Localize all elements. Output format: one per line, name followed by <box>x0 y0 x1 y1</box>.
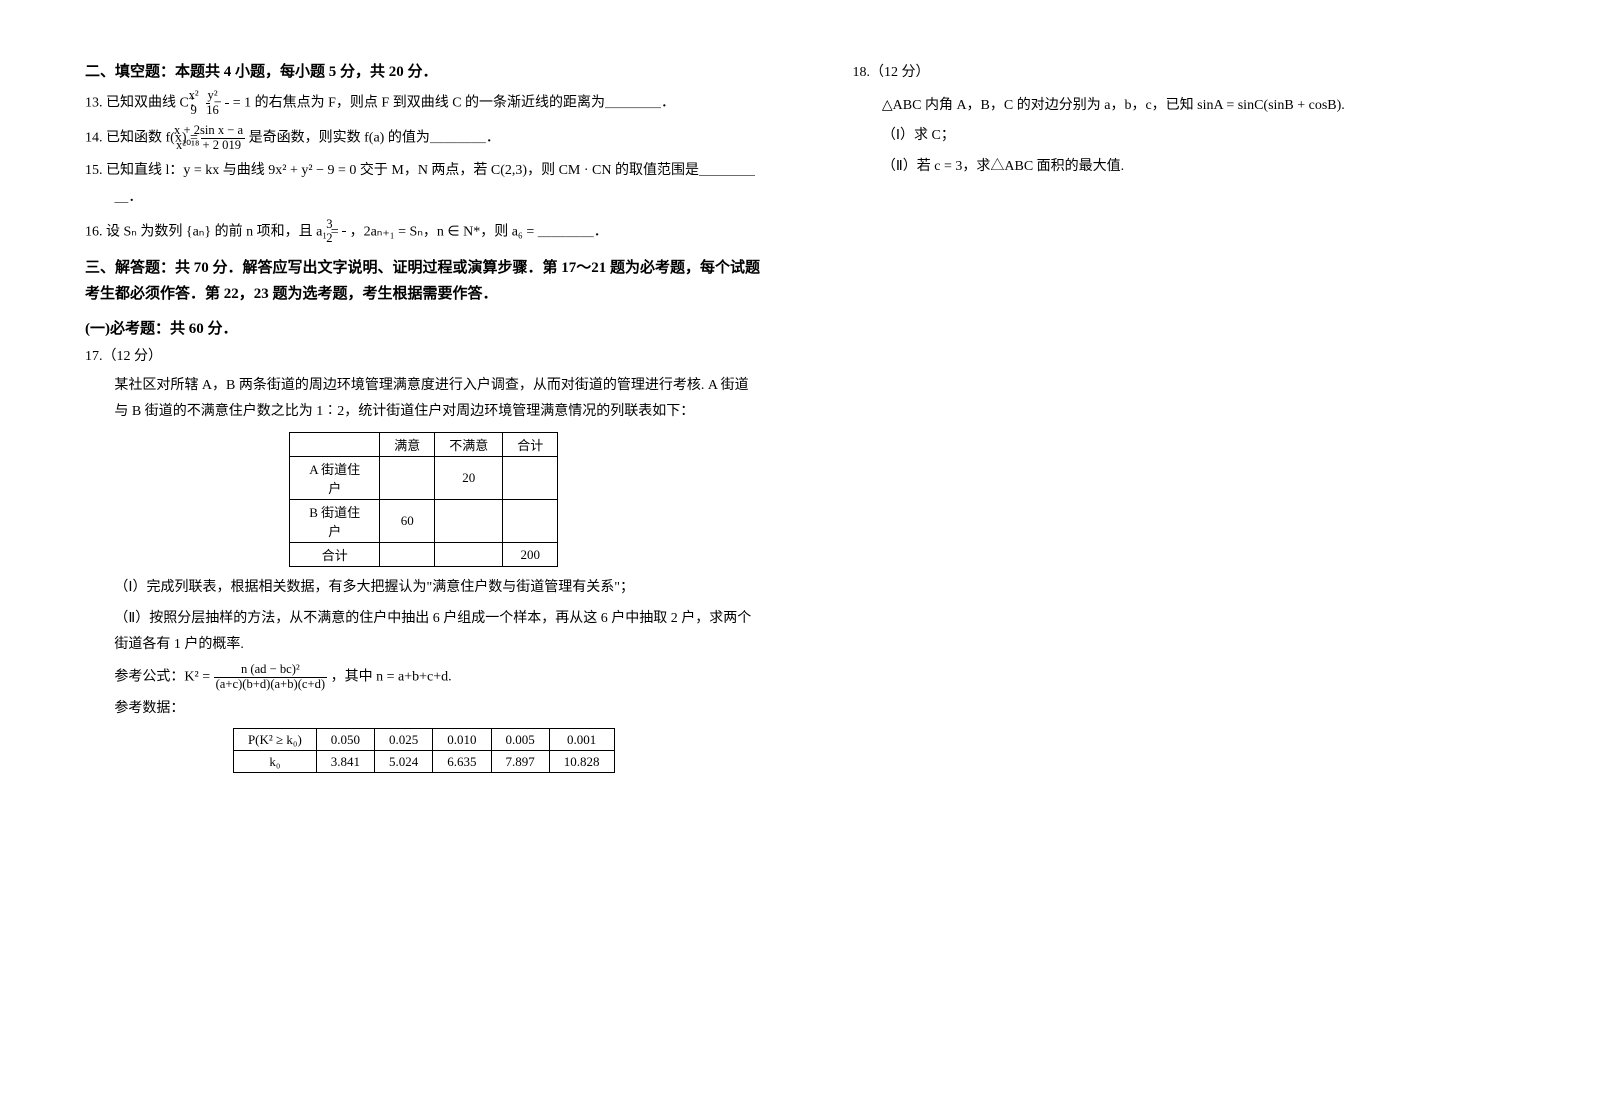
q13-frac2-den: 16 <box>225 104 229 118</box>
k2-den: (a+c)(b+d)(a+b)(c+d) <box>214 678 328 692</box>
cell: A 街道住户 <box>290 457 380 500</box>
q13-text-pre: 13. 已知双曲线 C： <box>85 96 203 111</box>
q17-ref: 参考数据： <box>85 696 763 723</box>
q14-tail: 是奇函数，则实数 f(a) 的值为＿＿＿＿． <box>249 130 500 145</box>
q13-tail: = 1 的右焦点为 F，则点 F 到双曲线 C 的一条渐近线的距离为＿＿＿＿． <box>233 96 675 111</box>
cell <box>503 500 558 543</box>
q14-frac-den: x²⁰¹⁸ + 2 019 <box>201 139 245 153</box>
q18-part1: （Ⅰ）求 C； <box>853 123 1531 150</box>
q14-frac: x + 2sin x − a x²⁰¹⁸ + 2 019 <box>201 124 245 153</box>
chi-square-table: P(K² ≥ k₀) 0.050 0.025 0.010 0.005 0.001… <box>233 728 615 773</box>
question-18-head: 18.（12 分） <box>853 60 1531 87</box>
k2-num: n (ad − bc)² <box>214 663 328 678</box>
table-row: 满意 不满意 合计 <box>290 433 558 457</box>
cell <box>435 500 503 543</box>
q16-frac-num: 3 <box>342 218 346 233</box>
cell <box>290 433 380 457</box>
cell: 10.828 <box>549 751 614 773</box>
cell: 60 <box>380 500 435 543</box>
question-13: 13. 已知双曲线 C： x² 9 − y² 16 = 1 的右焦点为 F，则点… <box>85 89 763 118</box>
formula-pre: 参考公式：K² = <box>114 669 213 684</box>
q16-frac: 3 2 <box>342 218 346 247</box>
table-row: 合计 200 <box>290 543 558 567</box>
section3-heading: 三、解答题：共 70 分．解答应写出文字说明、证明过程或演算步骤．第 17～21… <box>85 256 763 307</box>
cell <box>503 457 558 500</box>
cell: 0.010 <box>433 729 491 751</box>
question-15: 15. 已知直线 l：y = kx 与曲线 9x² + y² − 9 = 0 交… <box>85 158 763 211</box>
q18-paragraph-1: △ABC 内角 A，B，C 的对边分别为 a，b，c，已知 sinA = sin… <box>853 93 1531 120</box>
q17-part2: （Ⅱ）按照分层抽样的方法，从不满意的住户中抽出 6 户组成一个样本，再从这 6 … <box>85 606 763 659</box>
question-17-head: 17.（12 分） <box>85 344 763 371</box>
question-14: 14. 已知函数 f(x) = x + 2sin x − a x²⁰¹⁸ + 2… <box>85 124 763 153</box>
q16-frac-den: 2 <box>342 232 346 246</box>
q18-part2: （Ⅱ）若 c = 3，求△ABC 面积的最大值. <box>853 154 1531 181</box>
q16-tail: ，2aₙ₊₁ = Sₙ，n ∈ N*，则 a₆ = ＿＿＿＿． <box>350 224 608 239</box>
cell <box>380 543 435 567</box>
question-16: 16. 设 Sₙ 为数列 {aₙ} 的前 n 项和，且 a₁ = 3 2 ，2a… <box>85 218 763 247</box>
cell: 满意 <box>380 433 435 457</box>
cell: k₀ <box>233 751 316 773</box>
cell: 不满意 <box>435 433 503 457</box>
cell: 5.024 <box>375 751 433 773</box>
table-row: P(K² ≥ k₀) 0.050 0.025 0.010 0.005 0.001 <box>233 729 614 751</box>
k2-frac: n (ad − bc)² (a+c)(b+d)(a+b)(c+d) <box>214 663 328 692</box>
cell: 200 <box>503 543 558 567</box>
q17-part1: （Ⅰ）完成列联表，根据相关数据，有多大把握认为"满意住户数与街道管理有关系"； <box>85 575 763 602</box>
cell: 0.001 <box>549 729 614 751</box>
page-content: 二、填空题：本题共 4 小题，每小题 5 分，共 20 分． 13. 已知双曲线… <box>0 0 1615 1105</box>
q16-pre: 16. 设 Sₙ 为数列 {aₙ} 的前 n 项和，且 a₁ = <box>85 224 342 239</box>
table-row: A 街道住户 20 <box>290 457 558 500</box>
cell: 3.841 <box>316 751 374 773</box>
formula-tail: ，其中 n = a+b+c+d. <box>331 669 452 684</box>
cell: 合计 <box>503 433 558 457</box>
cell: 0.025 <box>375 729 433 751</box>
q17-formula: 参考公式：K² = n (ad − bc)² (a+c)(b+d)(a+b)(c… <box>85 663 763 692</box>
cell <box>380 457 435 500</box>
q17-paragraph-1: 某社区对所辖 A，B 两条街道的周边环境管理满意度进行入户调查，从而对街道的管理… <box>85 373 763 426</box>
cell: P(K² ≥ k₀) <box>233 729 316 751</box>
required-heading: (一)必考题：共 60 分． <box>85 317 763 338</box>
cell: 0.005 <box>491 729 549 751</box>
cell: B 街道住户 <box>290 500 380 543</box>
cell: 0.050 <box>316 729 374 751</box>
cell: 合计 <box>290 543 380 567</box>
contingency-table: 满意 不满意 合计 A 街道住户 20 B 街道住户 60 合计 200 <box>289 432 558 567</box>
table-row: B 街道住户 60 <box>290 500 558 543</box>
cell: 7.897 <box>491 751 549 773</box>
table-row: k₀ 3.841 5.024 6.635 7.897 10.828 <box>233 751 614 773</box>
cell <box>435 543 503 567</box>
q14-frac-num: x + 2sin x − a <box>201 124 245 139</box>
q13-frac2-num: y² <box>225 89 229 104</box>
q13-frac2: y² 16 <box>225 89 229 118</box>
cell: 6.635 <box>433 751 491 773</box>
cell: 20 <box>435 457 503 500</box>
section2-heading: 二、填空题：本题共 4 小题，每小题 5 分，共 20 分． <box>85 60 763 81</box>
